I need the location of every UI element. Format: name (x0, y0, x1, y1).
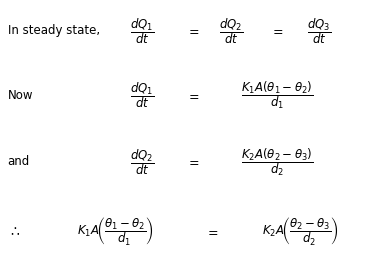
Text: $=$: $=$ (186, 24, 199, 37)
Text: $\therefore$: $\therefore$ (8, 224, 20, 238)
Text: Now: Now (8, 89, 33, 102)
Text: $\dfrac{dQ_2}{dt}$: $\dfrac{dQ_2}{dt}$ (130, 147, 155, 177)
Text: $\dfrac{dQ_3}{dt}$: $\dfrac{dQ_3}{dt}$ (307, 16, 332, 46)
Text: $=$: $=$ (270, 24, 284, 37)
Text: $=$: $=$ (186, 89, 199, 102)
Text: $\dfrac{dQ_1}{dt}$: $\dfrac{dQ_1}{dt}$ (130, 16, 155, 46)
Text: $\dfrac{dQ_2}{dt}$: $\dfrac{dQ_2}{dt}$ (219, 16, 243, 46)
Text: $=$: $=$ (205, 225, 219, 238)
Text: $=$: $=$ (186, 155, 199, 168)
Text: and: and (8, 155, 30, 168)
Text: $\dfrac{dQ_1}{dt}$: $\dfrac{dQ_1}{dt}$ (130, 80, 155, 110)
Text: $\dfrac{K_1 A(\theta_1 - \theta_2)}{d_1}$: $\dfrac{K_1 A(\theta_1 - \theta_2)}{d_1}… (241, 79, 313, 111)
Text: $\dfrac{K_2 A(\theta_2 - \theta_3)}{d_2}$: $\dfrac{K_2 A(\theta_2 - \theta_3)}{d_2}… (241, 146, 313, 178)
Text: $K_2 A\!\left(\dfrac{\theta_2 - \theta_3}{d_2}\right)$: $K_2 A\!\left(\dfrac{\theta_2 - \theta_3… (262, 215, 339, 247)
Text: In steady state,: In steady state, (8, 24, 100, 37)
Text: $K_1 A\!\left(\dfrac{\theta_1 - \theta_2}{d_1}\right)$: $K_1 A\!\left(\dfrac{\theta_1 - \theta_2… (77, 215, 154, 247)
